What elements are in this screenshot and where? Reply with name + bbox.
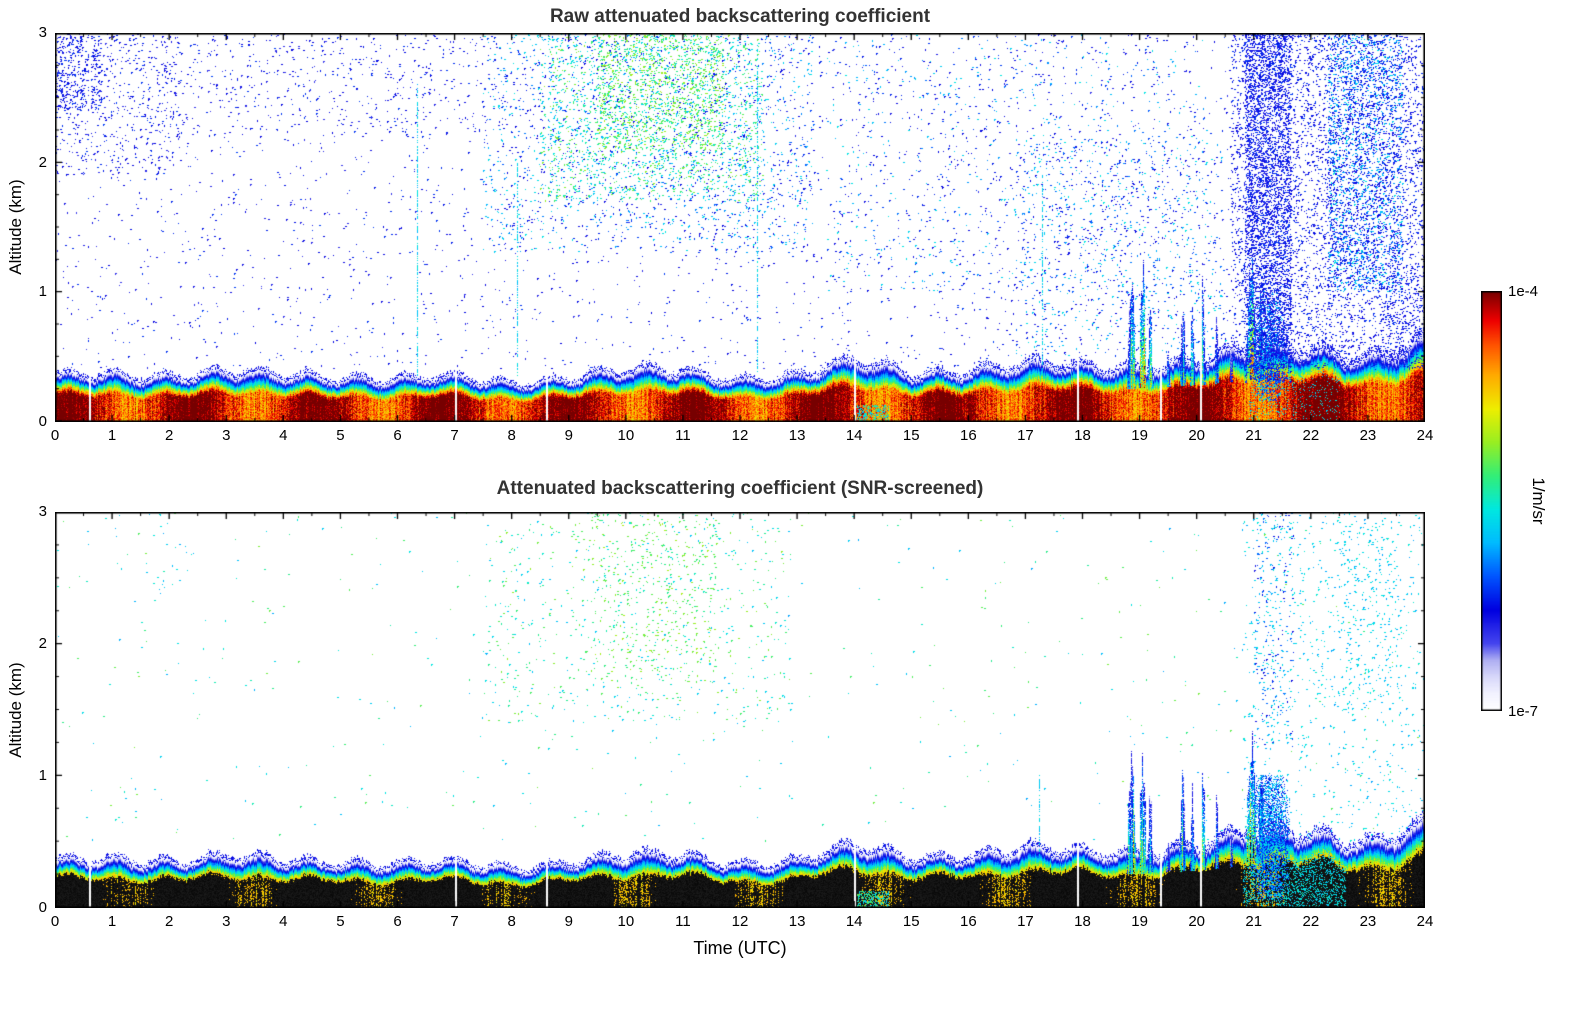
y-tick-label: 2 — [38, 635, 47, 652]
panel-canvas-0 — [55, 33, 1425, 422]
x-tick-label: 5 — [336, 913, 345, 930]
x-tick-label: 10 — [617, 427, 635, 444]
x-tick-label: 1 — [107, 427, 117, 444]
y-tick-label: 1 — [38, 283, 47, 301]
x-tick-label: 24 — [1416, 913, 1434, 930]
x-tick-label: 12 — [731, 427, 749, 444]
x-tick-label: 17 — [1017, 427, 1034, 444]
x-tick-label: 9 — [564, 427, 573, 444]
panel2-y-axis-label: Altitude (km) — [6, 662, 25, 758]
x-tick-label: 18 — [1074, 913, 1091, 930]
x-tick-label: 2 — [164, 913, 174, 930]
x-tick-label: 13 — [788, 427, 806, 444]
x-tick-label: 21 — [1245, 427, 1263, 444]
x-tick-label: 20 — [1188, 427, 1205, 444]
x-tick-label: 9 — [564, 913, 573, 930]
y-tick-label: 0 — [38, 413, 47, 430]
x-tick-label: 16 — [959, 427, 977, 444]
y-tick-label: 3 — [38, 24, 47, 41]
panel2-title: Attenuated backscattering coefficient (S… — [496, 478, 984, 499]
x-tick-label: 21 — [1245, 913, 1263, 930]
x-axis-label: Time (UTC) — [693, 938, 787, 958]
x-tick-label: 13 — [788, 913, 806, 930]
x-tick-label: 11 — [675, 913, 691, 930]
x-tick-label: 0 — [50, 913, 60, 930]
x-tick-label: 8 — [507, 427, 516, 444]
x-tick-label: 3 — [222, 913, 231, 930]
colorbar-min-label: 1e-7 — [1508, 703, 1539, 720]
x-tick-label: 23 — [1359, 427, 1377, 444]
x-tick-label: 22 — [1302, 913, 1320, 930]
x-tick-label: 7 — [450, 427, 459, 444]
y-tick-label: 0 — [38, 899, 47, 916]
colorbar-max-label: 1e-4 — [1508, 283, 1539, 300]
x-tick-label: 15 — [902, 913, 920, 930]
colorbar-units-label: 1/m/sr — [1529, 477, 1548, 525]
x-tick-label: 6 — [393, 913, 402, 930]
x-tick-label: 14 — [845, 913, 863, 930]
y-tick-label: 3 — [38, 503, 47, 520]
x-tick-label: 7 — [450, 913, 459, 930]
y-tick-label: 1 — [38, 767, 47, 784]
x-tick-label: 2 — [164, 427, 174, 444]
x-tick-label: 12 — [731, 913, 749, 930]
panel-canvas-1 — [55, 512, 1425, 908]
x-tick-label: 14 — [845, 427, 863, 444]
x-tick-label: 23 — [1359, 913, 1377, 930]
x-tick-label: 0 — [50, 427, 60, 444]
x-tick-label: 4 — [279, 913, 288, 930]
x-tick-label: 22 — [1302, 427, 1320, 444]
panel1-y-axis-label: Altitude (km) — [6, 179, 25, 275]
x-tick-label: 20 — [1188, 913, 1205, 930]
x-tick-label: 1 — [107, 913, 117, 930]
x-tick-label: 8 — [507, 913, 516, 930]
x-tick-label: 17 — [1017, 913, 1034, 930]
x-tick-label: 4 — [279, 427, 288, 444]
x-tick-label: 15 — [902, 427, 920, 444]
y-tick-label: 2 — [38, 153, 47, 171]
x-tick-label: 5 — [336, 427, 345, 444]
x-tick-label: 3 — [222, 427, 231, 444]
x-tick-label: 19 — [1131, 913, 1148, 930]
x-tick-label: 6 — [393, 427, 402, 444]
colorbar-canvas — [1481, 291, 1502, 711]
x-tick-label: 11 — [675, 427, 691, 444]
panel1-title: Raw attenuated backscattering coefficien… — [549, 6, 931, 27]
x-tick-label: 18 — [1074, 427, 1091, 444]
x-tick-label: 16 — [959, 913, 977, 930]
x-tick-label: 19 — [1131, 427, 1148, 444]
x-tick-label: 24 — [1416, 427, 1434, 444]
x-tick-label: 10 — [617, 913, 635, 930]
